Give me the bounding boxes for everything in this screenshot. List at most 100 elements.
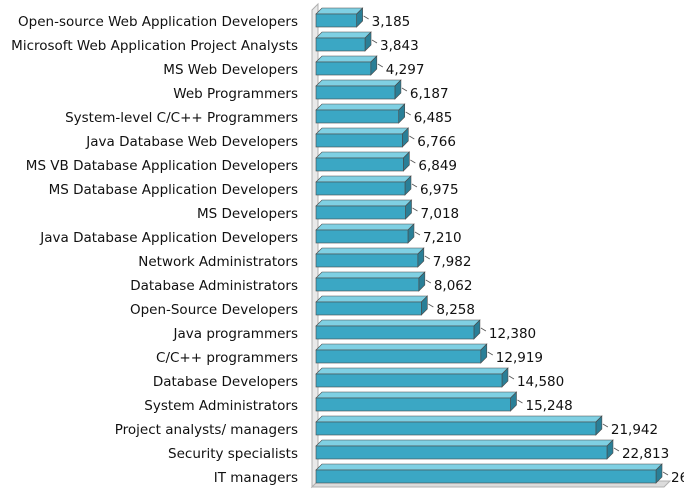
- bar-ms-web-developers: [315, 55, 378, 76]
- value-label: 26,656: [671, 470, 684, 486]
- value-leader: [424, 255, 431, 260]
- bar-top-face: [315, 415, 603, 423]
- value-label: 22,813: [622, 446, 669, 462]
- bar-front-face: [315, 325, 475, 340]
- value-label: 4,297: [386, 62, 425, 78]
- bar-front-face: [315, 277, 420, 292]
- category-label: Project analysts/ managers: [115, 422, 298, 438]
- bar-system-administrators: [315, 391, 518, 412]
- category-labels: Open-source Web Application Developers Mi…: [11, 14, 298, 486]
- bar-front-face: [315, 133, 403, 148]
- bar-top-face: [315, 199, 413, 207]
- value-labels: 3,185 3,843 4,297 6,187 6,485 6,766 6,849 6,975…: [363, 14, 684, 486]
- bar-security-specialists: [315, 439, 614, 460]
- bar-front-face: [315, 253, 419, 268]
- value-leader: [411, 183, 418, 188]
- bar-java-programmers: [315, 319, 481, 340]
- bar-database-developers: [315, 367, 509, 388]
- value-leader: [508, 375, 515, 380]
- category-label: Java Database Application Developers: [39, 230, 298, 246]
- bar-ms-vb-database-application-developers: [315, 151, 411, 172]
- bar-top-face: [315, 463, 663, 471]
- category-label: C/C++ programmers: [156, 350, 298, 366]
- bar-front-face: [315, 445, 608, 460]
- bar-top-face: [315, 31, 372, 39]
- category-label: MS Developers: [197, 206, 298, 222]
- value-label: 6,766: [417, 134, 456, 150]
- chart-bars: [315, 7, 663, 484]
- value-label: 6,849: [418, 158, 457, 174]
- bar-project-analysts-managers: [315, 415, 603, 436]
- bar-front-face: [315, 61, 372, 76]
- bar-front-face: [315, 37, 366, 52]
- value-label: 6,187: [410, 86, 449, 102]
- category-label: Database Developers: [153, 374, 298, 390]
- value-leader: [410, 159, 416, 164]
- value-label: 3,185: [372, 14, 411, 30]
- value-label: 7,018: [421, 206, 460, 222]
- bar-front-face: [315, 421, 597, 436]
- bar-open-source-developers: [315, 295, 429, 316]
- category-label: Microsoft Web Application Project Analys…: [11, 38, 298, 54]
- value-label: 6,485: [414, 110, 453, 126]
- left-wall: [311, 2, 319, 489]
- category-label: System-level C/C++ Programmers: [65, 110, 298, 126]
- bar-ms-database-application-developers: [315, 175, 412, 196]
- bar-top-face: [315, 151, 411, 159]
- bar-top-face: [315, 7, 364, 15]
- category-label: Java programmers: [173, 326, 298, 342]
- category-label: Java Database Web Developers: [85, 134, 298, 150]
- value-leader: [371, 39, 378, 44]
- bar-front-face: [315, 301, 422, 316]
- value-label: 8,062: [434, 278, 473, 294]
- bar-top-face: [315, 367, 509, 375]
- bar-open-source-web-application-developers: [315, 7, 364, 28]
- bar-c-c-programmers: [315, 343, 488, 364]
- bar-it-managers: [315, 463, 663, 484]
- value-label: 21,942: [611, 422, 658, 438]
- category-label: IT managers: [214, 470, 298, 486]
- value-label: 3,843: [380, 38, 419, 54]
- bar-front-face: [315, 229, 409, 244]
- value-leader: [487, 351, 493, 356]
- category-label: System Administrators: [144, 398, 298, 414]
- bar-front-face: [315, 109, 400, 124]
- category-label: Open-source Web Application Developers: [18, 14, 298, 30]
- bar-microsoft-web-application-project-analysts: [315, 31, 372, 52]
- value-leader: [602, 423, 609, 428]
- bar-ms-developers: [315, 199, 413, 220]
- bar-top-face: [315, 295, 429, 303]
- bar-system-level-c-c-programmers: [315, 103, 406, 124]
- bar-top-face: [315, 391, 518, 399]
- bar-top-face: [315, 175, 412, 183]
- value-leader: [401, 87, 408, 92]
- category-label: Security specialists: [168, 446, 298, 462]
- bar-top-face: [315, 127, 410, 135]
- chart-walls: [310, 2, 672, 489]
- bar-top-face: [315, 55, 378, 63]
- bar-top-face: [315, 247, 425, 255]
- bar-front-face: [315, 181, 406, 196]
- category-label: MS Web Developers: [163, 62, 298, 78]
- value-label: 6,975: [420, 182, 459, 198]
- bar-top-face: [315, 319, 481, 327]
- value-label: 15,248: [525, 398, 572, 414]
- bar-front-face: [315, 13, 357, 28]
- category-label: Web Programmers: [173, 86, 298, 102]
- bar-java-database-application-developers: [315, 223, 415, 244]
- bar-front-face: [315, 373, 503, 388]
- value-leader: [409, 135, 415, 140]
- value-label: 8,258: [436, 302, 475, 318]
- value-leader: [412, 207, 418, 212]
- category-label: Network Administrators: [138, 254, 298, 270]
- bar-front-face: [315, 205, 406, 220]
- value-label: 14,580: [517, 374, 564, 390]
- value-label: 7,210: [423, 230, 462, 246]
- value-label: 12,919: [496, 350, 543, 366]
- value-leader: [613, 447, 620, 452]
- bar-front-face: [315, 85, 396, 100]
- bar-front-face: [315, 469, 657, 484]
- bar-database-administrators: [315, 271, 426, 292]
- bar-top-face: [315, 79, 402, 87]
- bar-java-database-web-developers: [315, 127, 410, 148]
